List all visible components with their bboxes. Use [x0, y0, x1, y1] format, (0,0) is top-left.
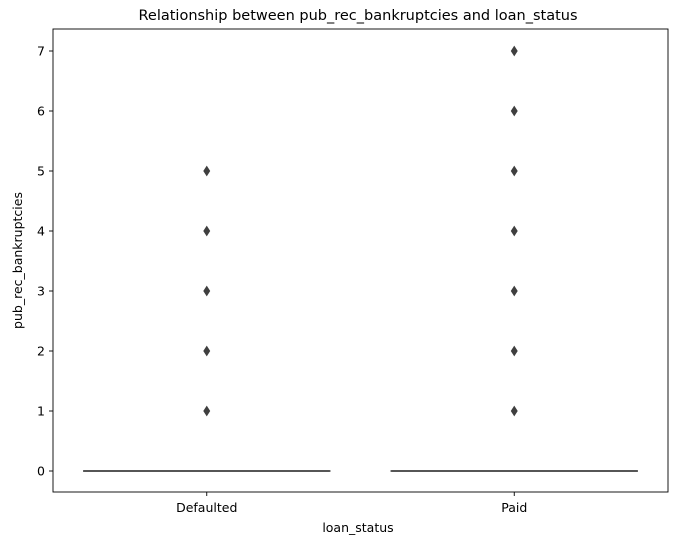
y-tick-label: 7	[37, 44, 45, 59]
outlier-point-defaulted	[203, 165, 211, 177]
y-tick-label: 0	[37, 464, 45, 479]
outlier-point-paid	[510, 405, 518, 417]
y-tick-label: 1	[37, 404, 45, 419]
plot-frame	[52, 28, 669, 493]
x-tick-label: Paid	[501, 500, 527, 515]
outlier-point-paid	[510, 165, 518, 177]
y-tick-label: 2	[37, 344, 45, 359]
outlier-point-defaulted	[203, 225, 211, 237]
outlier-point-paid	[510, 105, 518, 117]
outlier-point-paid	[510, 45, 518, 57]
y-tick-label: 6	[37, 104, 45, 119]
outlier-point-defaulted	[203, 285, 211, 297]
outlier-point-paid	[510, 285, 518, 297]
chart-title: Relationship between pub_rec_bankruptcie…	[138, 8, 577, 24]
y-tick-label: 5	[37, 164, 45, 179]
outlier-point-paid	[510, 345, 518, 357]
y-tick-label: 4	[37, 224, 45, 239]
x-tick-label: Defaulted	[176, 500, 237, 515]
outlier-point-defaulted	[203, 405, 211, 417]
outlier-point-defaulted	[203, 345, 211, 357]
x-axis-label: loan_status	[322, 520, 393, 535]
outlier-point-paid	[510, 225, 518, 237]
y-axis-label: pub_rec_bankruptcies	[10, 192, 25, 329]
y-tick-label: 3	[37, 284, 45, 299]
